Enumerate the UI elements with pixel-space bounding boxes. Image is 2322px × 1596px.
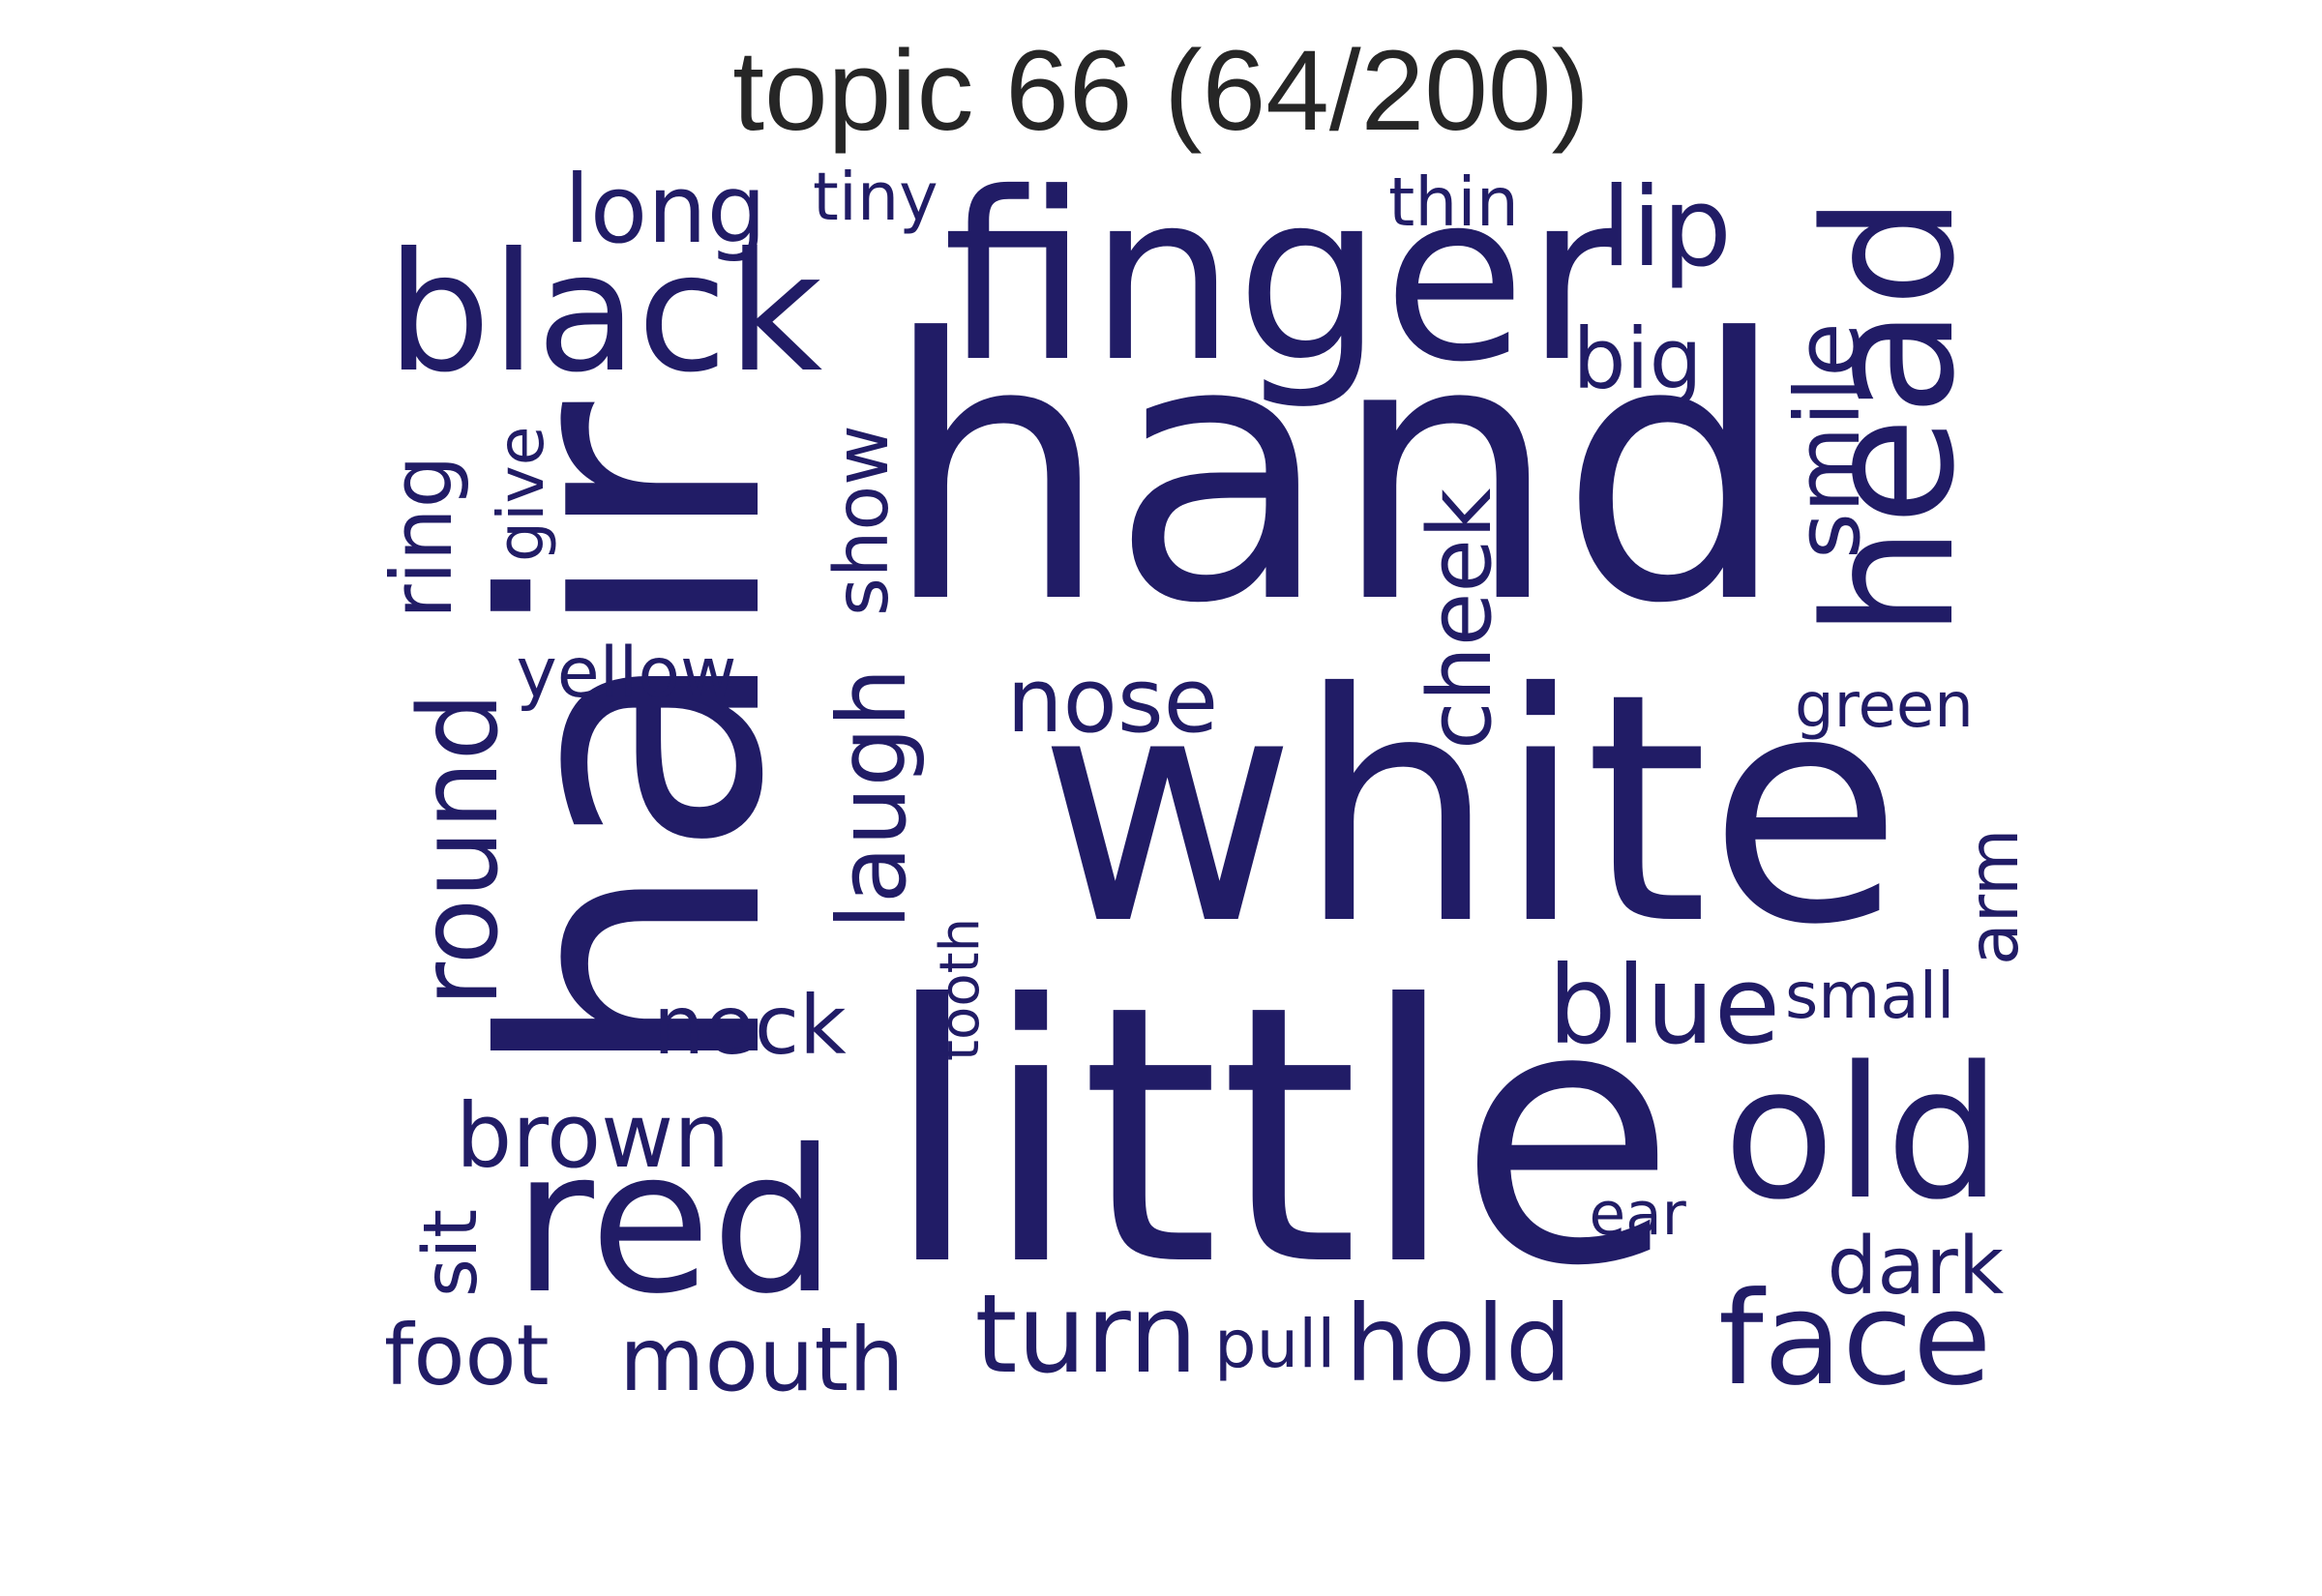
word-give: give <box>482 425 558 562</box>
word-white: white <box>1038 626 1903 994</box>
word-show: show <box>819 424 906 616</box>
word-green: green <box>1795 670 1974 742</box>
word-old: old <box>1723 1027 2002 1240</box>
word-yellow: yellow <box>516 632 737 713</box>
word-brown: brown <box>456 1084 730 1188</box>
word-neck: neck <box>653 978 847 1073</box>
word-mouth: mouth <box>619 1310 905 1411</box>
word-finger: finger <box>942 142 1622 413</box>
word-blue: blue <box>1548 943 1781 1069</box>
word-big: big <box>1572 311 1703 408</box>
word-laugh: laugh <box>818 666 927 930</box>
word-hand: hand <box>881 261 1789 682</box>
word-small: small <box>1785 959 1955 1033</box>
word-thin: thin <box>1388 163 1519 242</box>
word-dark: dark <box>1827 1221 2005 1313</box>
chart-title: topic 66 (64/200) <box>732 27 1590 155</box>
word-ring: ring <box>374 455 471 619</box>
word-nose: nose <box>1006 649 1219 753</box>
word-tooth: tooth <box>928 917 992 1061</box>
word-red: red <box>513 1108 837 1338</box>
word-lip: lip <box>1601 163 1732 291</box>
word-foot: foot <box>384 1308 550 1404</box>
word-face: face <box>1718 1264 1992 1414</box>
word-long: long <box>564 155 767 264</box>
word-little: little <box>882 929 1677 1344</box>
word-black: black <box>386 218 823 409</box>
word-sit: sit <box>408 1208 494 1297</box>
word-tiny: tiny <box>813 160 938 236</box>
word-smile: smile <box>1776 321 1880 559</box>
word-pull: pull <box>1214 1305 1336 1383</box>
word-turn: turn <box>974 1272 1198 1398</box>
word-hold: hold <box>1345 1282 1572 1405</box>
word-cheek: cheek <box>1410 488 1511 750</box>
word-arm: arm <box>1952 828 2034 965</box>
word-ear: ear <box>1589 1179 1686 1249</box>
word-round: round <box>397 691 522 1007</box>
